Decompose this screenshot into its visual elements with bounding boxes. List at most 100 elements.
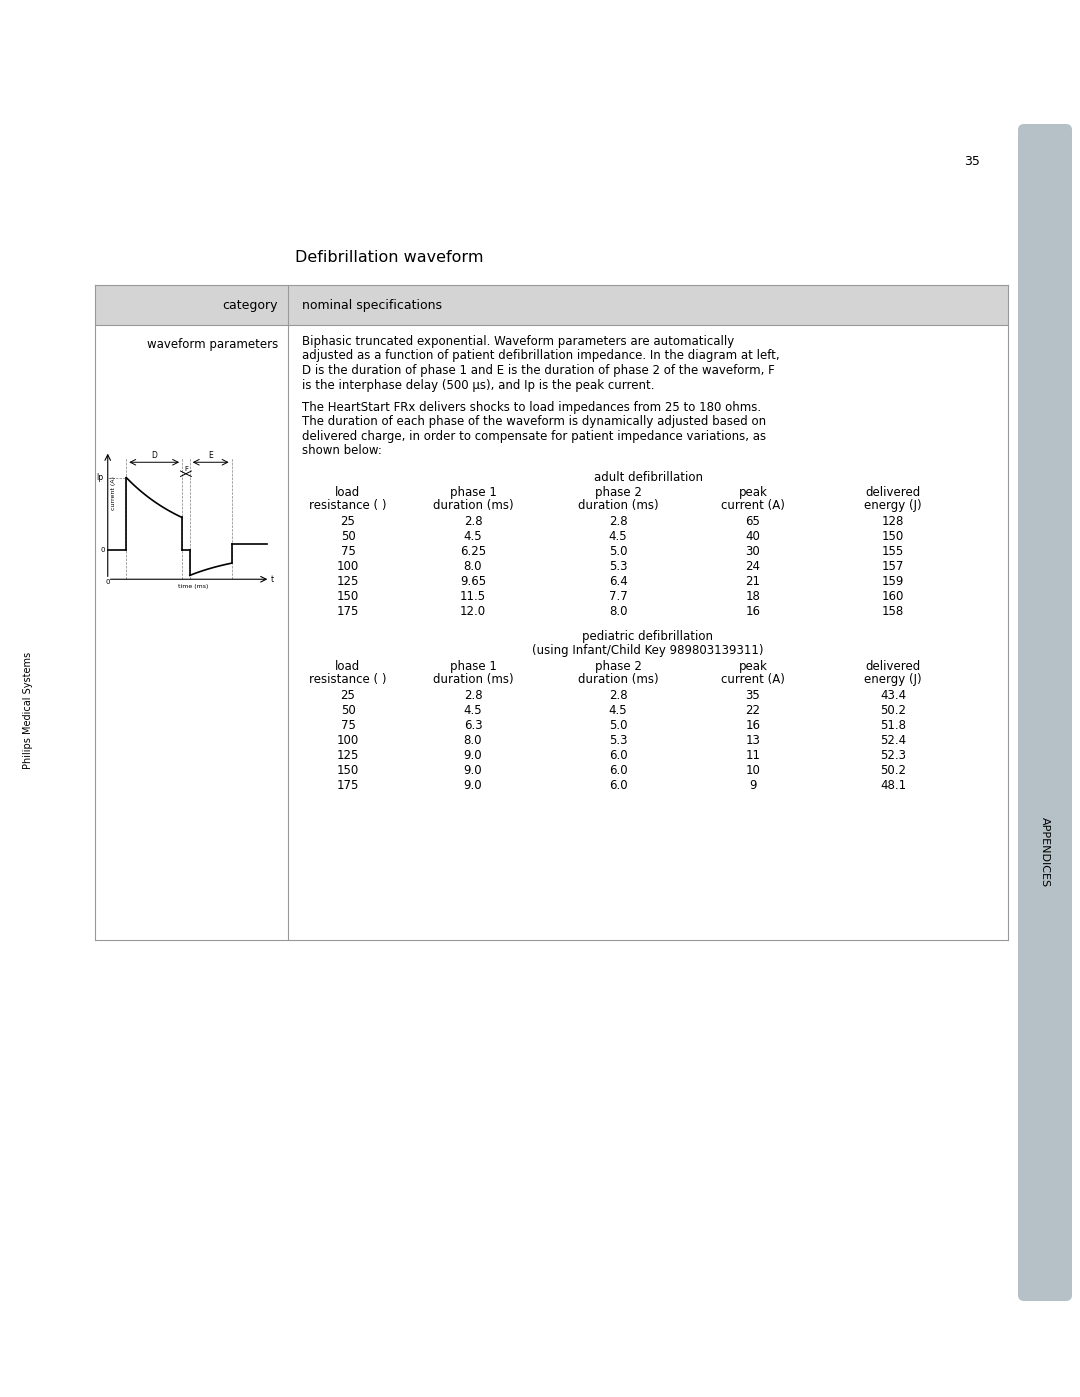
- Text: load: load: [336, 486, 361, 499]
- Text: 43.4: 43.4: [880, 689, 906, 703]
- Text: Defibrillation waveform: Defibrillation waveform: [295, 250, 484, 265]
- Text: phase 1: phase 1: [449, 486, 497, 499]
- Text: 6.4: 6.4: [609, 576, 627, 588]
- Text: t: t: [270, 574, 273, 584]
- Text: duration (ms): duration (ms): [578, 673, 659, 686]
- Text: 24: 24: [745, 560, 760, 573]
- Text: E: E: [208, 451, 213, 461]
- Text: duration (ms): duration (ms): [433, 673, 513, 686]
- Text: 40: 40: [745, 529, 760, 543]
- Text: 2.8: 2.8: [609, 515, 627, 528]
- Text: 5.3: 5.3: [609, 733, 627, 747]
- Text: peak: peak: [739, 659, 768, 673]
- Text: 9.0: 9.0: [463, 749, 483, 761]
- Text: 11.5: 11.5: [460, 590, 486, 604]
- Text: 10: 10: [745, 764, 760, 777]
- Text: 25: 25: [340, 689, 355, 703]
- Text: 2.8: 2.8: [609, 689, 627, 703]
- Text: resistance ( ): resistance ( ): [309, 673, 387, 686]
- Text: 155: 155: [882, 545, 904, 557]
- Text: delivered: delivered: [865, 659, 920, 673]
- Text: 21: 21: [745, 576, 760, 588]
- Text: 6.0: 6.0: [609, 780, 627, 792]
- Text: 150: 150: [337, 764, 360, 777]
- Text: Ip: Ip: [96, 474, 103, 482]
- Text: 5.0: 5.0: [609, 545, 627, 557]
- Text: shown below:: shown below:: [302, 444, 382, 457]
- Text: current (A): current (A): [111, 476, 116, 510]
- Text: 16: 16: [745, 605, 760, 617]
- Text: The duration of each phase of the waveform is dynamically adjusted based on: The duration of each phase of the wavefo…: [302, 415, 766, 429]
- Text: 0: 0: [106, 580, 110, 585]
- Text: 128: 128: [881, 515, 904, 528]
- Text: adult defibrillation: adult defibrillation: [594, 471, 702, 483]
- Text: phase 1: phase 1: [449, 659, 497, 673]
- Text: 100: 100: [337, 560, 360, 573]
- Text: 50: 50: [340, 529, 355, 543]
- Text: 150: 150: [882, 529, 904, 543]
- Text: 157: 157: [881, 560, 904, 573]
- Text: 5.0: 5.0: [609, 719, 627, 732]
- Text: 16: 16: [745, 719, 760, 732]
- Text: 13: 13: [745, 733, 760, 747]
- Text: 48.1: 48.1: [880, 780, 906, 792]
- Text: 4.5: 4.5: [463, 704, 483, 717]
- Text: duration (ms): duration (ms): [578, 499, 659, 511]
- Text: 50: 50: [340, 704, 355, 717]
- Text: 8.0: 8.0: [463, 560, 483, 573]
- Text: delivered charge, in order to compensate for patient impedance variations, as: delivered charge, in order to compensate…: [302, 430, 766, 443]
- Text: 22: 22: [745, 704, 760, 717]
- Text: is the interphase delay (500 μs), and Ip is the peak current.: is the interphase delay (500 μs), and Ip…: [302, 379, 654, 391]
- Text: 9.0: 9.0: [463, 780, 483, 792]
- Text: 159: 159: [881, 576, 904, 588]
- Text: 100: 100: [337, 733, 360, 747]
- Text: 25: 25: [340, 515, 355, 528]
- Text: 75: 75: [340, 719, 355, 732]
- Text: 52.3: 52.3: [880, 749, 906, 761]
- Text: pediatric defibrillation: pediatric defibrillation: [582, 630, 714, 643]
- Text: 30: 30: [745, 545, 760, 557]
- FancyBboxPatch shape: [1018, 124, 1072, 1301]
- Text: 2.8: 2.8: [463, 515, 483, 528]
- Text: 160: 160: [881, 590, 904, 604]
- Text: 9: 9: [750, 780, 757, 792]
- Text: 4.5: 4.5: [609, 704, 627, 717]
- Text: 35: 35: [964, 155, 980, 168]
- Text: peak: peak: [739, 486, 768, 499]
- Text: Biphasic truncated exponential. Waveform parameters are automatically: Biphasic truncated exponential. Waveform…: [302, 335, 734, 348]
- Text: energy (J): energy (J): [864, 673, 922, 686]
- Text: 8.0: 8.0: [463, 733, 483, 747]
- Text: 50.2: 50.2: [880, 704, 906, 717]
- Text: 158: 158: [882, 605, 904, 617]
- Text: waveform parameters: waveform parameters: [147, 338, 278, 351]
- Text: resistance ( ): resistance ( ): [309, 499, 387, 511]
- Text: 4.5: 4.5: [463, 529, 483, 543]
- Text: (using Infant/Child Key 989803139311): (using Infant/Child Key 989803139311): [532, 644, 764, 657]
- Text: 5.3: 5.3: [609, 560, 627, 573]
- Text: APPENDICES: APPENDICES: [1040, 817, 1050, 887]
- Text: 51.8: 51.8: [880, 719, 906, 732]
- Bar: [95, 285, 1008, 326]
- Text: 6.25: 6.25: [460, 545, 486, 557]
- Text: 125: 125: [337, 576, 360, 588]
- Text: load: load: [336, 659, 361, 673]
- Text: 7.7: 7.7: [609, 590, 627, 604]
- Text: 11: 11: [745, 749, 760, 761]
- Text: 75: 75: [340, 545, 355, 557]
- Text: 175: 175: [337, 780, 360, 792]
- Text: 125: 125: [337, 749, 360, 761]
- Text: Philips Medical Systems: Philips Medical Systems: [23, 651, 33, 768]
- Text: 6.3: 6.3: [463, 719, 483, 732]
- Text: D: D: [151, 451, 157, 461]
- Text: 0: 0: [100, 548, 106, 553]
- Text: adjusted as a function of patient defibrillation impedance. In the diagram at le: adjusted as a function of patient defibr…: [302, 349, 780, 362]
- Text: 50.2: 50.2: [880, 764, 906, 777]
- Text: 65: 65: [745, 515, 760, 528]
- Text: 6.0: 6.0: [609, 749, 627, 761]
- Text: delivered: delivered: [865, 486, 920, 499]
- Text: current (A): current (A): [721, 673, 785, 686]
- Text: category: category: [222, 299, 278, 312]
- Text: 175: 175: [337, 605, 360, 617]
- Text: current (A): current (A): [721, 499, 785, 511]
- Text: 35: 35: [745, 689, 760, 703]
